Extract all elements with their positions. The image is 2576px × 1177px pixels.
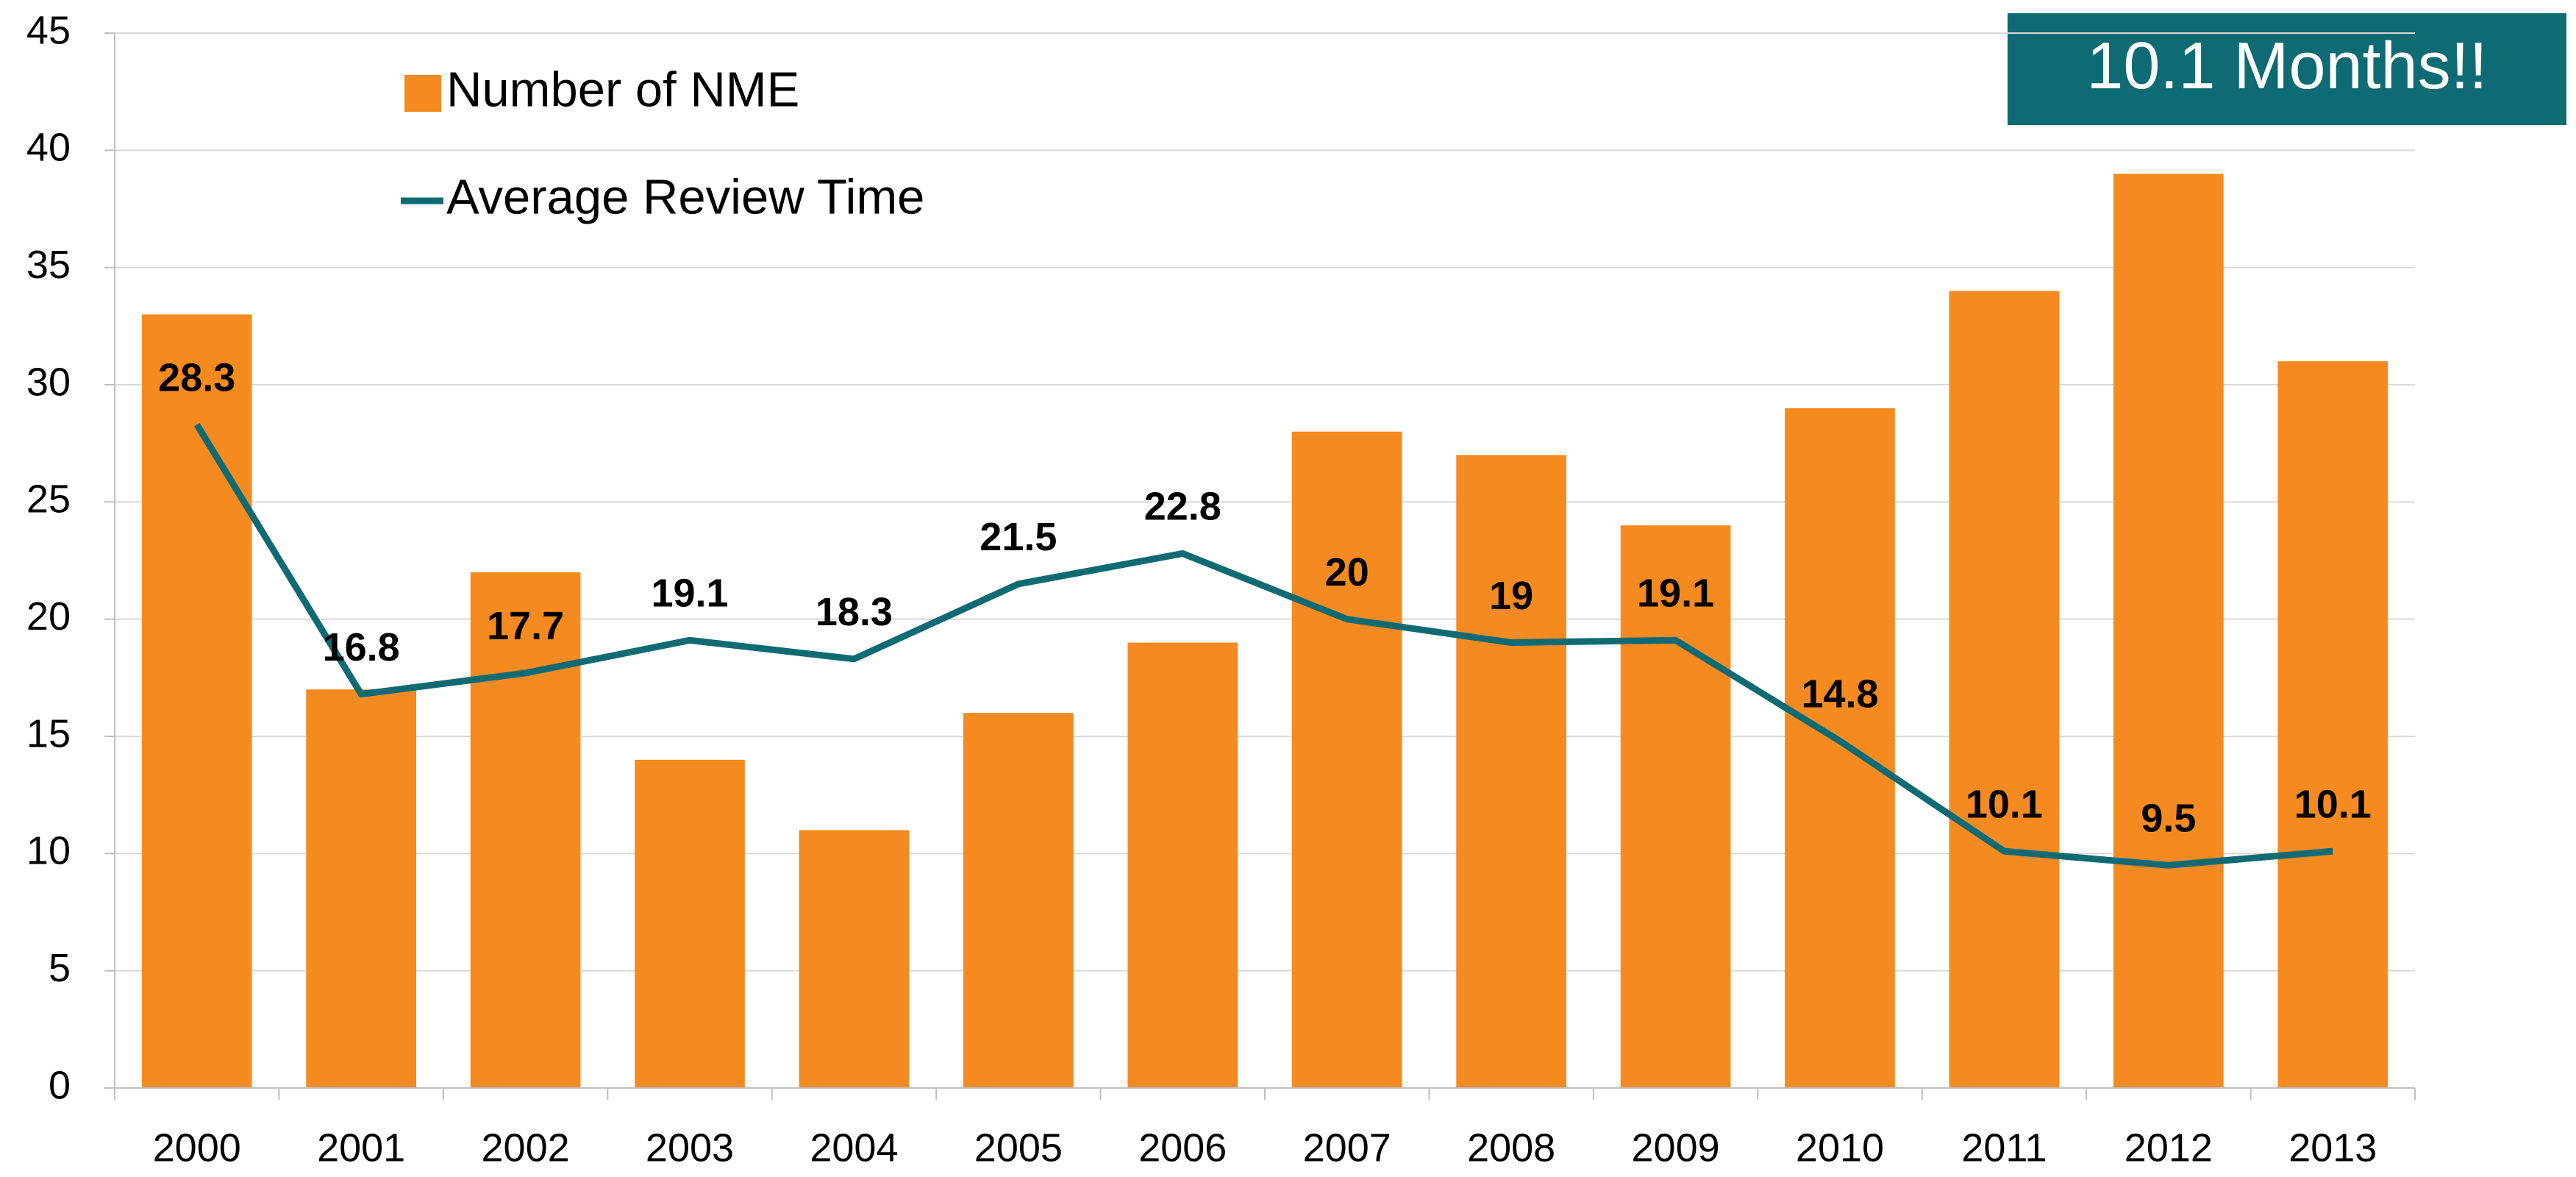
data-label: 10.1	[1966, 782, 2043, 826]
annotation: 10.1 Months!!	[2086, 29, 2487, 103]
data-label: 19	[1489, 574, 1533, 618]
y-tick-label: 35	[26, 243, 71, 287]
x-tick-label: 2012	[2124, 1126, 2213, 1170]
y-tick-label: 20	[26, 594, 71, 639]
data-label: 22.8	[1144, 485, 1221, 529]
bar	[1949, 291, 2060, 1088]
legend-label: Average Review Time	[446, 170, 924, 225]
bar	[1291, 431, 1402, 1088]
data-label: 9.5	[2141, 797, 2196, 841]
x-tick-label: 2003	[646, 1126, 734, 1170]
x-tick-label: 2000	[153, 1126, 241, 1170]
x-tick-label: 2004	[810, 1126, 898, 1170]
x-tick-label: 2008	[1467, 1126, 1555, 1170]
x-tick-label: 2006	[1138, 1126, 1227, 1170]
data-label: 14.8	[1801, 672, 1878, 716]
bar	[470, 572, 581, 1088]
data-label: 10.1	[2294, 782, 2372, 826]
bar	[963, 713, 1074, 1088]
bar	[635, 759, 745, 1088]
x-tick-label: 2001	[317, 1126, 405, 1170]
line	[193, 422, 2333, 869]
data-label: 28.3	[158, 355, 235, 399]
bar	[1785, 408, 1895, 1088]
x-tick-label: 2009	[1632, 1126, 1720, 1170]
annotation-box	[2008, 13, 2566, 125]
data-label: 21.5	[980, 515, 1057, 559]
x-tick-label: 2002	[482, 1126, 570, 1170]
y-tick-label: 45	[26, 8, 71, 52]
x-tick-label: 2007	[1303, 1126, 1391, 1170]
data-label: 18.3	[816, 590, 893, 634]
bar	[1127, 642, 1238, 1088]
bar	[141, 314, 252, 1088]
y-tick-label: 15	[26, 711, 71, 755]
bar	[1620, 525, 1731, 1088]
y-tick-label: 0	[49, 1063, 71, 1107]
bar	[306, 689, 416, 1088]
x-tick-label: 2005	[974, 1126, 1063, 1170]
x-tick-label: 2013	[2288, 1126, 2377, 1170]
data-label: 20	[1325, 550, 1369, 594]
legend-swatch	[404, 75, 441, 112]
bar	[2113, 174, 2224, 1089]
x-tick-label: 2010	[1796, 1126, 1884, 1170]
y-tick-label: 40	[26, 126, 71, 170]
bar	[1456, 455, 1566, 1088]
legend-label: Number of NME	[446, 63, 799, 118]
y-tick-label: 30	[26, 360, 71, 404]
x-tick-label: 2011	[1961, 1126, 2047, 1170]
y-tick-label: 5	[49, 946, 71, 990]
data-label: 17.7	[487, 604, 564, 648]
data-label: 19.1	[1637, 572, 1714, 616]
y-tick-label: 10	[26, 829, 71, 873]
data-label: 16.8	[323, 625, 400, 669]
data-label: 19.1	[651, 572, 728, 616]
bar	[799, 830, 910, 1088]
y-tick-label: 25	[26, 477, 71, 522]
bar	[2277, 361, 2388, 1089]
